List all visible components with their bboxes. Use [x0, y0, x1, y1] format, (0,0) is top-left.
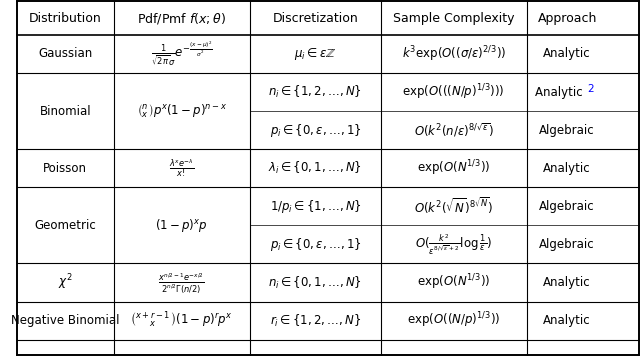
Text: $p_i \in \{0,\epsilon,\ldots,1\}$: $p_i \in \{0,\epsilon,\ldots,1\}$ [269, 122, 361, 139]
Text: Approach: Approach [538, 12, 597, 25]
Text: $\chi^2$: $\chi^2$ [58, 273, 72, 292]
Text: Sample Complexity: Sample Complexity [393, 12, 515, 25]
Text: Geometric: Geometric [35, 219, 96, 232]
Text: $1/p_i \in \{1,\ldots,N\}$: $1/p_i \in \{1,\ldots,N\}$ [269, 198, 362, 215]
Text: Discretization: Discretization [273, 12, 358, 25]
Text: $\exp(O(((N/p)^{1/3})))$: $\exp(O(((N/p)^{1/3})))$ [403, 82, 505, 102]
Text: Analytic: Analytic [543, 276, 591, 289]
Text: Algebraic: Algebraic [540, 124, 595, 137]
Text: $k^3\exp(O((\sigma/\epsilon)^{2/3}))$: $k^3\exp(O((\sigma/\epsilon)^{2/3}))$ [402, 44, 506, 64]
Text: Analytic: Analytic [543, 162, 591, 175]
Text: Analytic: Analytic [535, 85, 587, 99]
Text: $\frac{1}{\sqrt{2\pi}\sigma}e^{-\frac{(x-\mu)^2}{\sigma^2}}$: $\frac{1}{\sqrt{2\pi}\sigma}e^{-\frac{(x… [151, 40, 213, 68]
Text: $r_i \in \{1,2,\ldots,N\}$: $r_i \in \{1,2,\ldots,N\}$ [270, 313, 361, 329]
Text: $\exp(O(N^{1/3}))$: $\exp(O(N^{1/3}))$ [417, 273, 490, 292]
Text: $\binom{n}{x}p^x(1-p)^{n-x}$: $\binom{n}{x}p^x(1-p)^{n-x}$ [137, 103, 227, 120]
Text: Distribution: Distribution [29, 12, 102, 25]
Text: Analytic: Analytic [543, 47, 591, 61]
Text: Poisson: Poisson [44, 162, 87, 175]
Text: $p_i \in \{0,\epsilon,\ldots,1\}$: $p_i \in \{0,\epsilon,\ldots,1\}$ [269, 236, 361, 253]
FancyBboxPatch shape [17, 1, 639, 355]
Text: Algebraic: Algebraic [540, 238, 595, 251]
Text: $(1-p)^x p$: $(1-p)^x p$ [156, 217, 208, 234]
Text: $O(k^2(n/\epsilon)^{8/\sqrt{\epsilon}})$: $O(k^2(n/\epsilon)^{8/\sqrt{\epsilon}})$ [413, 121, 493, 139]
Text: Algebraic: Algebraic [540, 200, 595, 213]
Text: Pdf/Pmf $f(x;\theta)$: Pdf/Pmf $f(x;\theta)$ [138, 11, 227, 26]
Text: Gaussian: Gaussian [38, 47, 93, 61]
Text: $\frac{x^{n/2-1}e^{-x/2}}{2^{n/2}\Gamma(n/2)}$: $\frac{x^{n/2-1}e^{-x/2}}{2^{n/2}\Gamma(… [159, 271, 205, 294]
Text: Binomial: Binomial [40, 105, 91, 117]
Text: $\binom{x+r-1}{x}(1-p)^r p^x$: $\binom{x+r-1}{x}(1-p)^r p^x$ [131, 311, 234, 330]
Text: Analytic: Analytic [543, 314, 591, 327]
Text: 2: 2 [588, 84, 594, 94]
Text: $\mu_i \in \epsilon\mathbb{Z}$: $\mu_i \in \epsilon\mathbb{Z}$ [294, 46, 337, 62]
Text: $\exp(O((N/p)^{1/3}))$: $\exp(O((N/p)^{1/3}))$ [407, 311, 500, 330]
Text: $n_i \in \{1,2,\ldots,N\}$: $n_i \in \{1,2,\ldots,N\}$ [269, 84, 362, 100]
Text: Negative Binomial: Negative Binomial [11, 314, 120, 327]
Text: $O(\frac{k^2}{\epsilon^{8/\sqrt{\epsilon}+2}}\log\frac{1}{\epsilon})$: $O(\frac{k^2}{\epsilon^{8/\sqrt{\epsilon… [415, 232, 492, 257]
Text: $\frac{\lambda^x e^{-\lambda}}{x!}$: $\frac{\lambda^x e^{-\lambda}}{x!}$ [169, 157, 195, 179]
Text: $O(k^2(\sqrt{N})^{8\sqrt{N}})$: $O(k^2(\sqrt{N})^{8\sqrt{N}})$ [414, 196, 493, 216]
Text: $\lambda_i \in \{0,1,\ldots,N\}$: $\lambda_i \in \{0,1,\ldots,N\}$ [269, 160, 362, 176]
Text: $\exp(O(N^{1/3}))$: $\exp(O(N^{1/3}))$ [417, 158, 490, 178]
Text: $n_i \in \{0,1,\ldots,N\}$: $n_i \in \{0,1,\ldots,N\}$ [269, 274, 362, 290]
